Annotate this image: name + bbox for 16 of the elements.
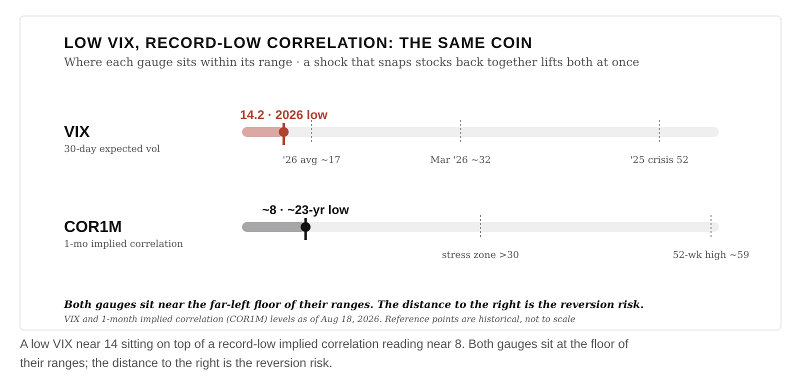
- ref-line-label: '26 avg ~17: [282, 155, 341, 166]
- text: Both gauges sit near the far-left floor of their ranges. The distance to the right is the reversion risk.: [63, 299, 644, 311]
- y-tick-label: COR1M: [64, 219, 122, 236]
- ref-line-label: '25 crisis 52: [630, 155, 689, 166]
- text: VIX and 1-month implied correlation (COR1M) levels as of Aug 18, 2026. Reference points are historical, not to scale: [64, 315, 576, 325]
- ref-line-label: Mar '26 ~32: [430, 155, 491, 166]
- text: 30-day expected vol: [64, 144, 160, 155]
- data-label: ~8 · ~23-yr low: [262, 203, 350, 217]
- data-label: 14.2 · 2026 low: [240, 108, 328, 122]
- text: 1-mo implied correlation: [64, 239, 184, 250]
- text: LOW VIX, RECORD-LOW CORRELATION: THE SAME COIN: [64, 35, 533, 52]
- y-tick-label: VIX: [64, 124, 90, 141]
- text: Where each gauge sits within its range · a shock that snaps stocks back together lifts both at once: [64, 55, 640, 69]
- text: A low VIX near 14 sitting on top of a record-low implied correlation reading near 8. Both gauges sit at the floor of their ranges; the distance to the right is the reversion risk.: [20, 337, 629, 370]
- ref-line-label: stress zone >30: [442, 250, 520, 261]
- ref-line-label: 52-wk high ~59: [672, 250, 750, 261]
